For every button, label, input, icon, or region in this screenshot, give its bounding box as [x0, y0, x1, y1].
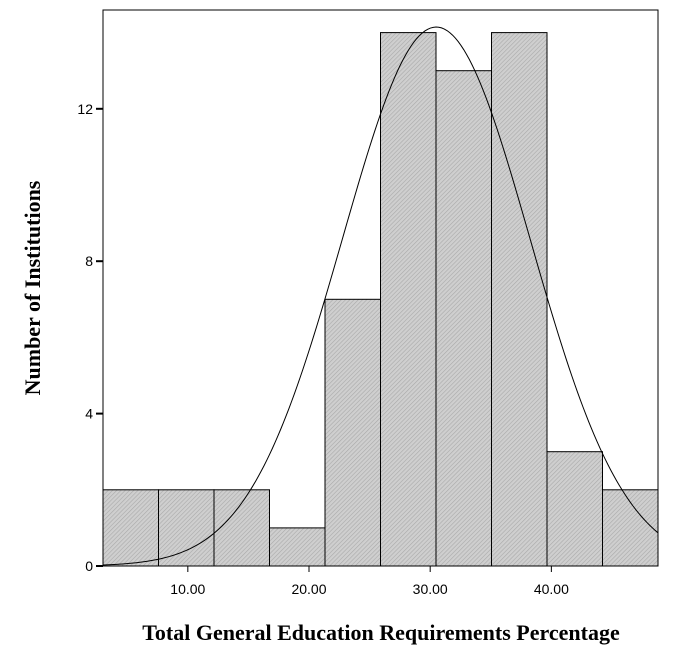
x-tick-label: 20.00 [291, 581, 326, 597]
x-axis: 10.00 20.00 30.00 40.00 [170, 566, 569, 597]
x-tick-label: 30.00 [413, 581, 448, 597]
histogram-bar [435, 70, 492, 567]
histogram-bar [213, 489, 270, 567]
histogram-bars [102, 32, 659, 567]
y-tick-label: 8 [85, 253, 93, 269]
y-tick-label: 12 [77, 101, 93, 117]
x-tick-label: 40.00 [534, 581, 569, 597]
histogram-bar [158, 489, 215, 567]
histogram-bar [380, 32, 437, 567]
y-axis: 0 4 8 12 [77, 101, 103, 574]
histogram-bar [269, 527, 326, 567]
x-tick-label: 10.00 [170, 581, 205, 597]
normal-curve [102, 26, 659, 566]
y-tick-label: 4 [85, 406, 93, 422]
y-axis-title: Number of Institutions [20, 180, 45, 395]
plot-frame [102, 9, 659, 567]
histogram-bar [546, 451, 603, 567]
histogram-bar [102, 489, 159, 567]
x-axis-title: Total General Education Requirements Per… [142, 620, 620, 645]
histogram-bar [324, 298, 381, 567]
histogram-bar [491, 32, 548, 567]
y-tick-label: 0 [85, 558, 93, 574]
histogram-bar [602, 489, 659, 567]
